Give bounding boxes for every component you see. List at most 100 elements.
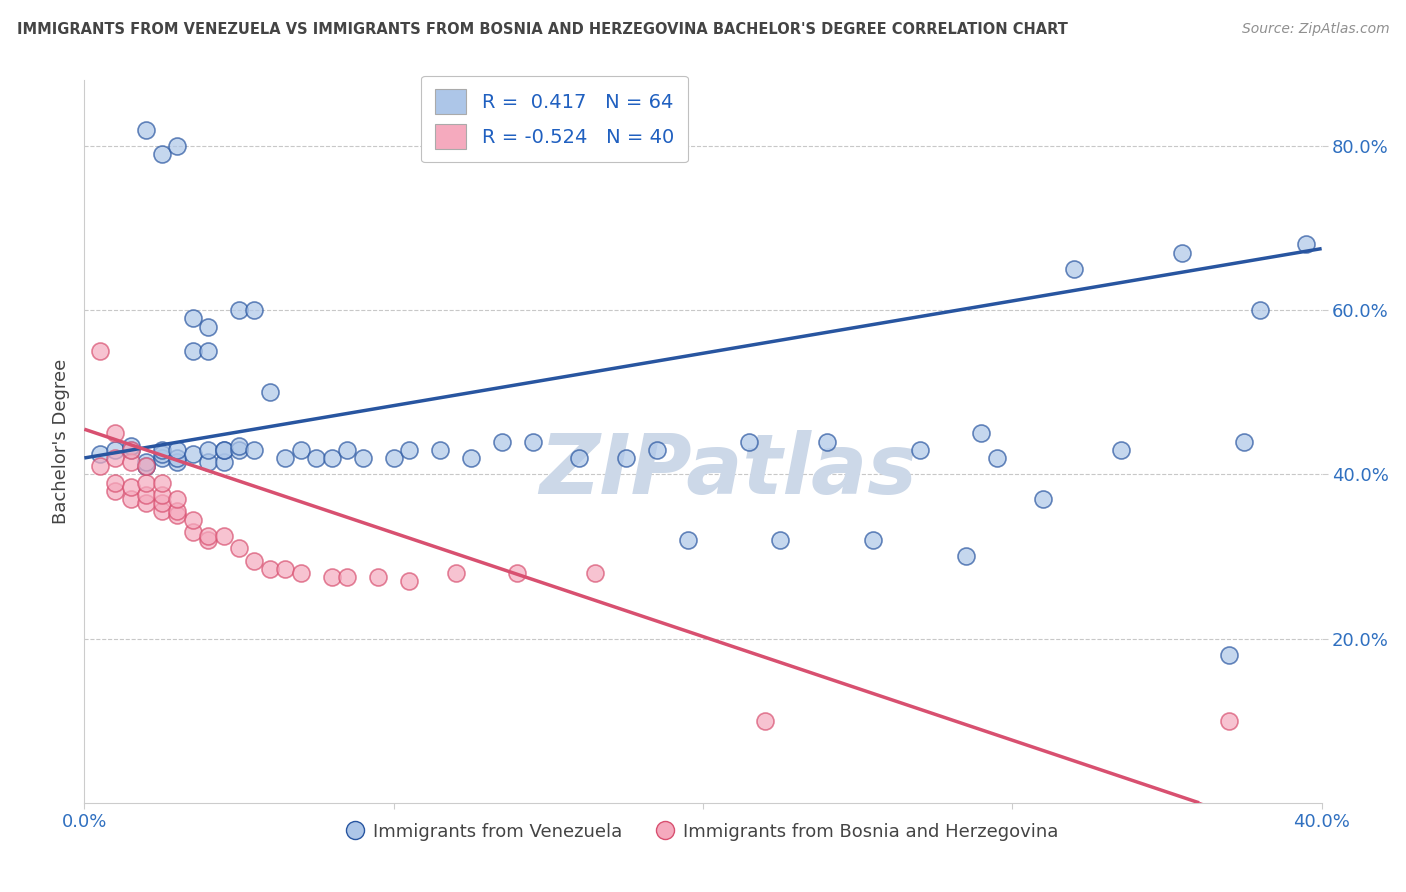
Point bbox=[150, 504, 173, 518]
Point bbox=[135, 455, 157, 469]
Point bbox=[120, 455, 142, 469]
Point bbox=[120, 442, 142, 457]
Point bbox=[382, 450, 405, 465]
Point bbox=[398, 442, 420, 457]
Point bbox=[135, 459, 157, 474]
Point bbox=[444, 566, 467, 580]
Point bbox=[150, 442, 173, 457]
Point bbox=[166, 139, 188, 153]
Point bbox=[491, 434, 513, 449]
Point bbox=[429, 442, 451, 457]
Point bbox=[135, 122, 157, 136]
Point bbox=[135, 496, 157, 510]
Point bbox=[212, 442, 235, 457]
Point bbox=[1218, 714, 1240, 728]
Point bbox=[259, 385, 281, 400]
Point bbox=[120, 491, 142, 506]
Point bbox=[150, 147, 173, 161]
Point bbox=[676, 533, 699, 547]
Point bbox=[398, 574, 420, 588]
Legend: Immigrants from Venezuela, Immigrants from Bosnia and Herzegovina: Immigrants from Venezuela, Immigrants fr… bbox=[340, 815, 1066, 848]
Point bbox=[908, 442, 931, 457]
Point bbox=[321, 450, 343, 465]
Point bbox=[181, 344, 204, 359]
Point bbox=[243, 303, 266, 318]
Point bbox=[212, 442, 235, 457]
Point bbox=[259, 562, 281, 576]
Text: Source: ZipAtlas.com: Source: ZipAtlas.com bbox=[1241, 22, 1389, 37]
Text: IMMIGRANTS FROM VENEZUELA VS IMMIGRANTS FROM BOSNIA AND HERZEGOVINA BACHELOR'S D: IMMIGRANTS FROM VENEZUELA VS IMMIGRANTS … bbox=[17, 22, 1067, 37]
Point bbox=[181, 524, 204, 539]
Point bbox=[120, 442, 142, 457]
Point bbox=[135, 459, 157, 474]
Point bbox=[460, 450, 482, 465]
Point bbox=[89, 459, 111, 474]
Point bbox=[614, 450, 637, 465]
Point bbox=[769, 533, 792, 547]
Point bbox=[754, 714, 776, 728]
Point bbox=[212, 529, 235, 543]
Point bbox=[336, 570, 359, 584]
Point bbox=[135, 488, 157, 502]
Point bbox=[352, 450, 374, 465]
Point bbox=[166, 442, 188, 457]
Point bbox=[970, 426, 993, 441]
Point bbox=[243, 442, 266, 457]
Point bbox=[166, 504, 188, 518]
Point bbox=[135, 459, 157, 474]
Point bbox=[150, 450, 173, 465]
Point bbox=[738, 434, 761, 449]
Point bbox=[1109, 442, 1132, 457]
Point bbox=[955, 549, 977, 564]
Point bbox=[104, 483, 127, 498]
Point bbox=[181, 311, 204, 326]
Point bbox=[120, 439, 142, 453]
Point bbox=[166, 450, 188, 465]
Point bbox=[506, 566, 529, 580]
Point bbox=[321, 570, 343, 584]
Point bbox=[150, 447, 173, 461]
Point bbox=[228, 541, 250, 556]
Point bbox=[815, 434, 838, 449]
Point bbox=[1249, 303, 1271, 318]
Point bbox=[166, 508, 188, 523]
Point bbox=[522, 434, 544, 449]
Point bbox=[150, 496, 173, 510]
Point bbox=[986, 450, 1008, 465]
Point bbox=[181, 512, 204, 526]
Point bbox=[181, 447, 204, 461]
Y-axis label: Bachelor's Degree: Bachelor's Degree bbox=[52, 359, 70, 524]
Point bbox=[89, 447, 111, 461]
Point bbox=[166, 455, 188, 469]
Point bbox=[104, 475, 127, 490]
Point bbox=[228, 439, 250, 453]
Point bbox=[104, 450, 127, 465]
Point bbox=[583, 566, 606, 580]
Point bbox=[305, 450, 328, 465]
Point bbox=[274, 562, 297, 576]
Point bbox=[104, 426, 127, 441]
Point bbox=[197, 319, 219, 334]
Point bbox=[197, 455, 219, 469]
Point bbox=[1233, 434, 1256, 449]
Point bbox=[1295, 237, 1317, 252]
Point bbox=[150, 488, 173, 502]
Point bbox=[1218, 648, 1240, 662]
Point bbox=[89, 344, 111, 359]
Point bbox=[274, 450, 297, 465]
Point bbox=[862, 533, 884, 547]
Point bbox=[1171, 245, 1194, 260]
Point bbox=[212, 455, 235, 469]
Point bbox=[336, 442, 359, 457]
Point bbox=[367, 570, 389, 584]
Point bbox=[197, 442, 219, 457]
Point bbox=[104, 442, 127, 457]
Point bbox=[197, 344, 219, 359]
Point bbox=[645, 442, 668, 457]
Point bbox=[228, 303, 250, 318]
Point bbox=[228, 442, 250, 457]
Point bbox=[243, 553, 266, 567]
Point bbox=[120, 480, 142, 494]
Point bbox=[150, 475, 173, 490]
Point bbox=[1063, 262, 1085, 277]
